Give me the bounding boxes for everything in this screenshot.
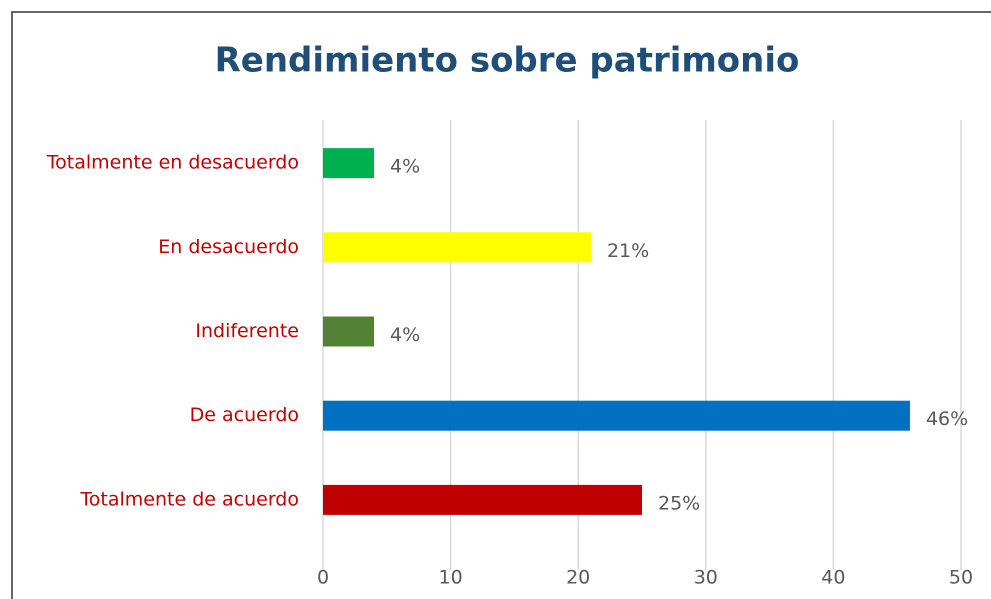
y-tick-label: De acuerdo: [190, 404, 299, 426]
x-tick-label: 30: [694, 567, 718, 589]
y-tick-label: Totalmente de acuerdo: [79, 488, 299, 510]
data-label: 25%: [658, 492, 700, 514]
y-tick-label: Indiferente: [195, 320, 299, 342]
bar: [323, 400, 910, 431]
x-tick-label: 50: [949, 567, 973, 589]
data-label: 21%: [607, 240, 649, 262]
y-tick-label: En desacuerdo: [158, 236, 299, 258]
x-tick-label: 0: [317, 567, 329, 589]
bar: [323, 484, 642, 515]
chart-title: Rendimiento sobre patrimonio: [215, 41, 800, 81]
x-tick-label: 20: [566, 567, 590, 589]
x-tick-label: 10: [439, 567, 463, 589]
bar: [323, 316, 375, 347]
data-label: 46%: [926, 408, 968, 430]
bar: [323, 148, 375, 179]
bar: [323, 232, 591, 263]
x-tick-label: 40: [821, 567, 845, 589]
data-label: 4%: [390, 156, 420, 178]
y-tick-label: Totalmente en desacuerdo: [46, 152, 299, 174]
data-label: 4%: [390, 324, 420, 346]
